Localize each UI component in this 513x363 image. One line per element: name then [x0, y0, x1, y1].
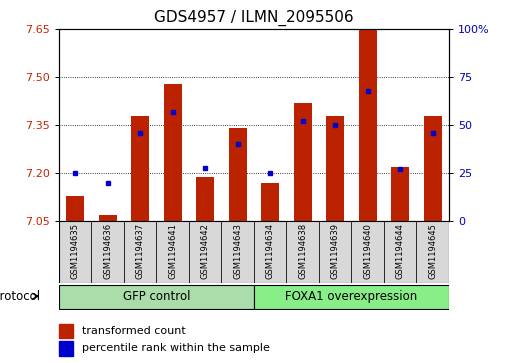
- Bar: [59, 221, 91, 283]
- Bar: [391, 167, 409, 221]
- Bar: [222, 221, 254, 283]
- Text: GSM1194638: GSM1194638: [298, 223, 307, 279]
- Bar: [424, 115, 442, 221]
- Bar: [326, 115, 344, 221]
- Bar: [124, 221, 156, 283]
- Bar: [59, 341, 73, 356]
- Bar: [99, 215, 116, 221]
- Text: GSM1194642: GSM1194642: [201, 223, 210, 279]
- Text: GSM1194637: GSM1194637: [136, 223, 145, 279]
- Bar: [261, 183, 279, 221]
- Bar: [66, 196, 84, 221]
- Text: GSM1194644: GSM1194644: [396, 223, 405, 279]
- Bar: [59, 324, 73, 338]
- Bar: [229, 129, 247, 221]
- Bar: [164, 83, 182, 221]
- Bar: [417, 221, 449, 283]
- Bar: [384, 221, 417, 283]
- Text: GSM1194639: GSM1194639: [331, 223, 340, 279]
- Text: transformed count: transformed count: [82, 326, 185, 336]
- Text: GSM1194636: GSM1194636: [103, 223, 112, 279]
- Bar: [156, 221, 189, 283]
- Bar: [319, 221, 351, 283]
- Text: protocol: protocol: [0, 290, 41, 303]
- Bar: [254, 221, 286, 283]
- Text: FOXA1 overexpression: FOXA1 overexpression: [285, 290, 418, 303]
- Text: GSM1194641: GSM1194641: [168, 223, 177, 279]
- Bar: [59, 285, 254, 309]
- Bar: [196, 176, 214, 221]
- Text: GSM1194634: GSM1194634: [266, 223, 274, 279]
- Bar: [254, 285, 449, 309]
- Bar: [351, 221, 384, 283]
- Bar: [131, 115, 149, 221]
- Text: GSM1194640: GSM1194640: [363, 223, 372, 279]
- Text: GSM1194645: GSM1194645: [428, 223, 437, 279]
- Text: GSM1194643: GSM1194643: [233, 223, 242, 279]
- Title: GDS4957 / ILMN_2095506: GDS4957 / ILMN_2095506: [154, 10, 354, 26]
- Bar: [286, 221, 319, 283]
- Text: GSM1194635: GSM1194635: [71, 223, 80, 279]
- Bar: [189, 221, 222, 283]
- Bar: [294, 103, 311, 221]
- Bar: [359, 29, 377, 221]
- Text: percentile rank within the sample: percentile rank within the sample: [82, 343, 269, 353]
- Bar: [91, 221, 124, 283]
- Text: GFP control: GFP control: [123, 290, 190, 303]
